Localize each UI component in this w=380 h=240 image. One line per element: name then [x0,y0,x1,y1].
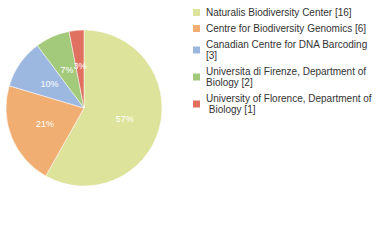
svg-text:57%: 57% [116,114,134,124]
svg-text:Canadian Centre for DNA Barcod: Canadian Centre for DNA Barcoding [206,39,370,50]
svg-text:[3]: [3] [206,50,217,61]
svg-text:10%: 10% [41,79,59,89]
svg-text:Universita di Firenze, Departm: Universita di Firenze, Department of [206,66,369,77]
svg-text:Biology [2]: Biology [2] [206,77,253,88]
svg-text:21%: 21% [36,119,54,129]
svg-text:Biology [1]: Biology [1] [206,104,256,115]
svg-text:3%: 3% [73,61,86,71]
svg-text:Naturalis Biodiversity Center: Naturalis Biodiversity Center [16] [206,7,352,18]
svg-text:University of Florence, Depart: University of Florence, Department of [206,93,372,104]
svg-text:7%: 7% [60,65,73,75]
svg-text:Centre for Biodiversity Genomi: Centre for Biodiversity Genomics [6] [206,23,366,34]
